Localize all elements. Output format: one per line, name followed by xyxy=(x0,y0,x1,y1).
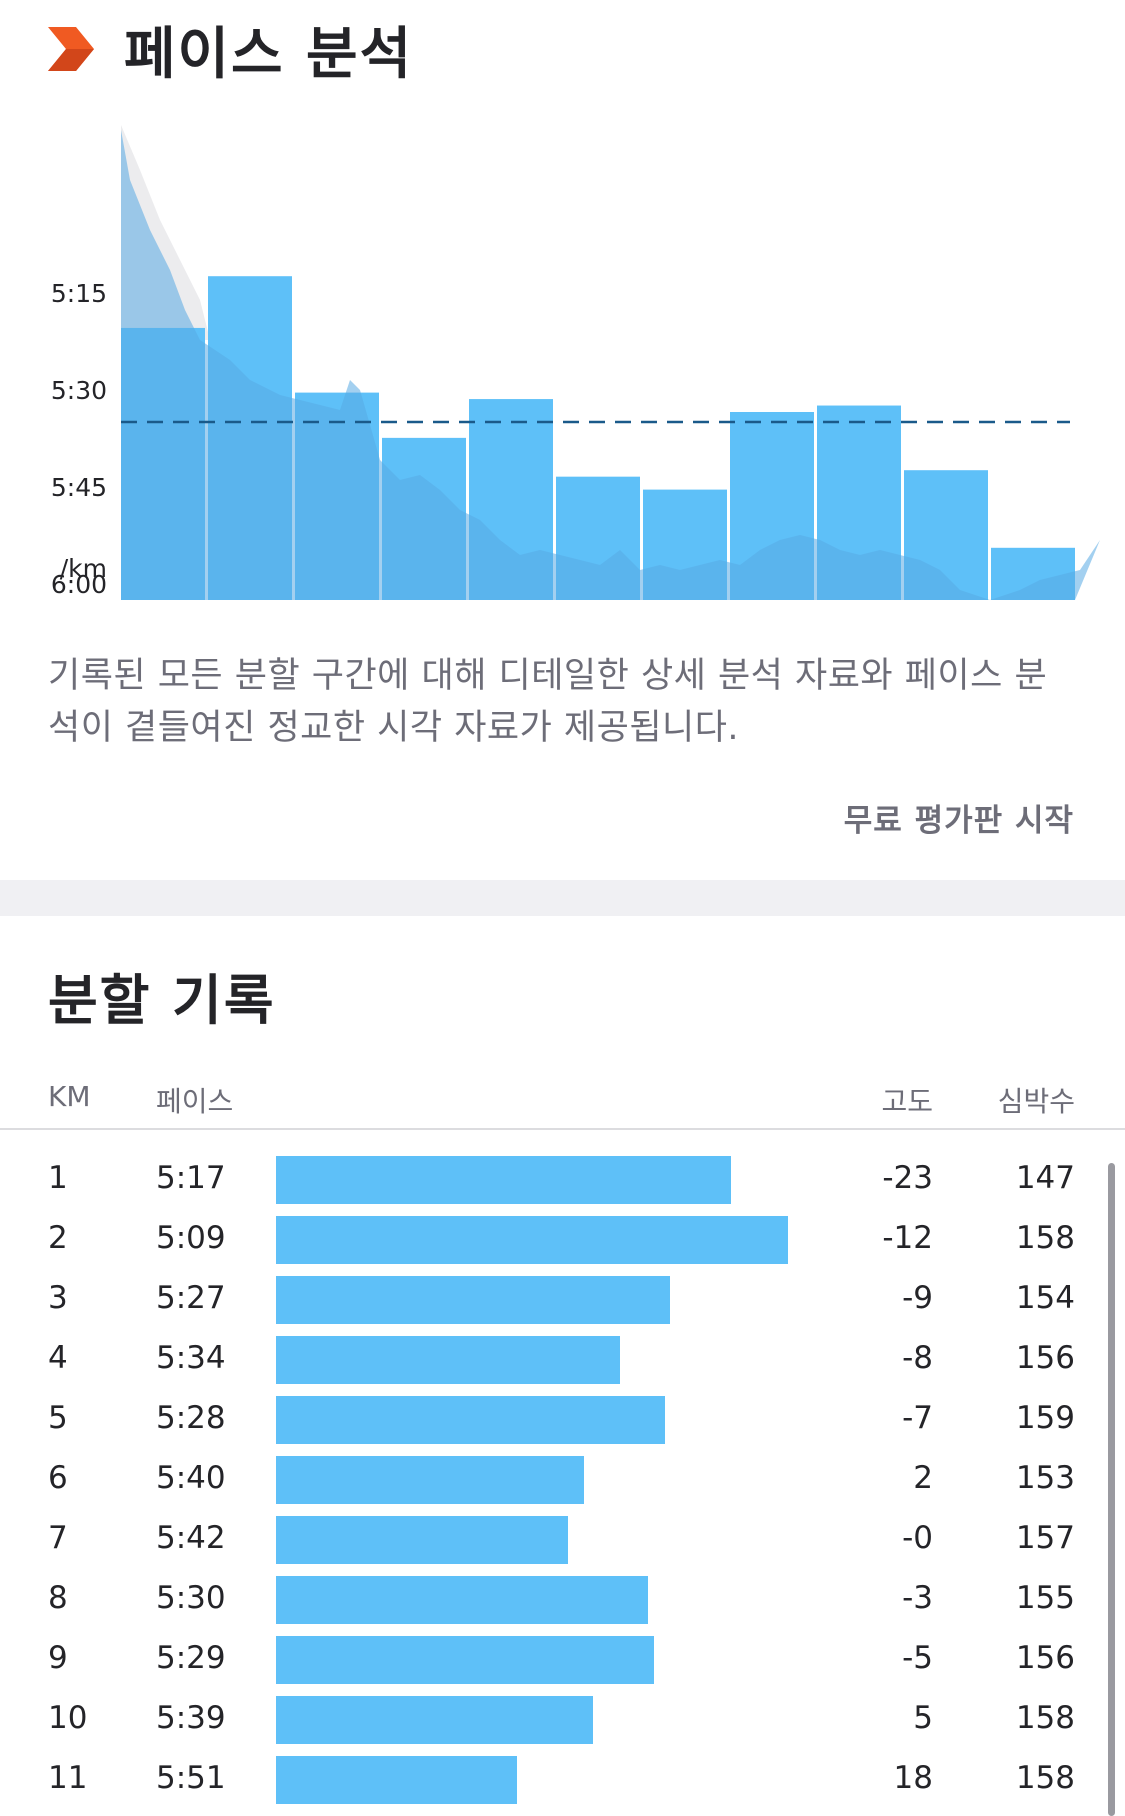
split-heart-rate: 158 xyxy=(1015,1220,1075,1256)
split-pace: 5:29 xyxy=(156,1640,226,1676)
y-tick-label: 5:15 xyxy=(51,279,107,308)
split-pace-bar xyxy=(276,1756,517,1804)
table-row: 11 5:51 18 158 xyxy=(0,1746,1125,1806)
page-title: 페이스 분석 xyxy=(124,21,414,87)
split-km: 4 xyxy=(48,1340,68,1376)
header-pace: 페이스 xyxy=(156,1085,234,1118)
split-km: 9 xyxy=(48,1640,68,1676)
split-pace-bar xyxy=(276,1516,568,1564)
split-elevation: 18 xyxy=(893,1760,933,1796)
split-pace-bar xyxy=(276,1636,654,1684)
split-km: 11 xyxy=(48,1760,88,1796)
split-elevation: 2 xyxy=(913,1460,933,1496)
split-pace-bar xyxy=(276,1276,670,1324)
split-elevation: 5 xyxy=(913,1700,933,1736)
chevron-brand-icon xyxy=(48,27,94,71)
split-heart-rate: 154 xyxy=(1015,1280,1075,1316)
split-km: 6 xyxy=(48,1460,68,1496)
split-pace: 5:28 xyxy=(156,1400,226,1436)
table-row: 8 5:30 -3 155 xyxy=(0,1566,1125,1626)
split-pace: 5:30 xyxy=(156,1580,226,1616)
split-elevation: -8 xyxy=(902,1340,933,1376)
split-heart-rate: 156 xyxy=(1015,1640,1075,1676)
split-heart-rate: 156 xyxy=(1015,1340,1075,1376)
split-heart-rate: 159 xyxy=(1015,1400,1075,1436)
y-tick-label: 5:45 xyxy=(51,473,107,502)
split-pace-bar xyxy=(276,1696,593,1744)
split-heart-rate: 155 xyxy=(1015,1580,1075,1616)
split-pace-bar xyxy=(276,1216,788,1264)
table-row: 4 5:34 -8 156 xyxy=(0,1326,1125,1386)
split-elevation: -3 xyxy=(902,1580,933,1616)
pace-analysis-header: 페이스 분석 xyxy=(48,14,413,87)
split-elevation: -0 xyxy=(902,1520,933,1556)
split-heart-rate: 158 xyxy=(1015,1700,1075,1736)
split-km: 8 xyxy=(48,1580,68,1616)
split-km: 2 xyxy=(48,1220,68,1256)
split-km: 1 xyxy=(48,1160,68,1196)
splits-title: 분할 기록 xyxy=(48,969,276,1032)
elevation-area xyxy=(121,130,1100,600)
split-km: 10 xyxy=(48,1700,88,1736)
scrollbar[interactable] xyxy=(1108,1163,1115,1816)
table-row: 1 5:17 -23 147 xyxy=(0,1146,1125,1206)
split-pace: 5:39 xyxy=(156,1700,226,1736)
table-row: 9 5:29 -5 156 xyxy=(0,1626,1125,1686)
start-free-trial-link[interactable]: 무료 평가판 시작 xyxy=(843,803,1074,839)
table-row: 10 5:39 5 158 xyxy=(0,1686,1125,1746)
split-pace: 5:51 xyxy=(156,1760,226,1796)
split-km: 3 xyxy=(48,1280,68,1316)
split-pace: 5:34 xyxy=(156,1340,226,1376)
table-row: 6 5:40 2 153 xyxy=(0,1446,1125,1506)
split-heart-rate: 153 xyxy=(1015,1460,1075,1496)
y-tick-label: 5:30 xyxy=(51,376,107,405)
table-row: 7 5:42 -0 157 xyxy=(0,1506,1125,1566)
split-elevation: -12 xyxy=(882,1220,933,1256)
split-elevation: -23 xyxy=(882,1160,933,1196)
split-heart-rate: 157 xyxy=(1015,1520,1075,1556)
split-pace: 5:09 xyxy=(156,1220,226,1256)
feature-description: 기록된 모든 분할 구간에 대해 디테일한 상세 분석 자료와 페이스 분석이 … xyxy=(48,656,1048,748)
split-pace: 5:40 xyxy=(156,1460,226,1496)
split-pace-bar xyxy=(276,1396,665,1444)
split-heart-rate: 147 xyxy=(1015,1160,1075,1196)
y-axis-unit-label: /km xyxy=(60,554,107,583)
split-pace-bar xyxy=(276,1576,648,1624)
split-pace-bar xyxy=(276,1336,620,1384)
split-pace: 5:17 xyxy=(156,1160,226,1196)
header-elevation: 고도 xyxy=(881,1085,933,1118)
table-row: 2 5:09 -12 158 xyxy=(0,1206,1125,1266)
header-km: KM xyxy=(48,1080,91,1113)
split-pace-bar xyxy=(276,1456,584,1504)
split-pace: 5:42 xyxy=(156,1520,226,1556)
pace-chart: 5:15 5:30 5:45 6:00/km xyxy=(51,125,1100,600)
header-heart-rate: 심박수 xyxy=(997,1085,1075,1118)
split-elevation: -7 xyxy=(902,1400,933,1436)
pace-analysis-section: 페이스 분석 5:15 5:30 5:45 6:00/km 기록된 모든 분할 구간에… xyxy=(0,0,1125,880)
split-km: 7 xyxy=(48,1520,68,1556)
split-heart-rate: 158 xyxy=(1015,1760,1075,1796)
split-km: 5 xyxy=(48,1400,68,1436)
y-axis-ticks: 5:15 5:30 5:45 6:00/km xyxy=(51,279,107,599)
section-divider xyxy=(0,880,1125,916)
split-elevation: -5 xyxy=(902,1640,933,1676)
splits-section: 분할 기록 KM 페이스 고도 심박수 1 5:17 -23 147 2 5:09 -12 1… xyxy=(0,916,1125,1816)
y-tick-label: 6:00 xyxy=(51,570,107,599)
split-pace-bar xyxy=(276,1156,731,1204)
table-row: 3 5:27 -9 154 xyxy=(0,1266,1125,1326)
split-pace: 5:27 xyxy=(156,1280,226,1316)
table-row: 5 5:28 -7 159 xyxy=(0,1386,1125,1446)
splits-table-header: KM 페이스 고도 심박수 xyxy=(0,1072,1125,1130)
split-elevation: -9 xyxy=(902,1280,933,1316)
